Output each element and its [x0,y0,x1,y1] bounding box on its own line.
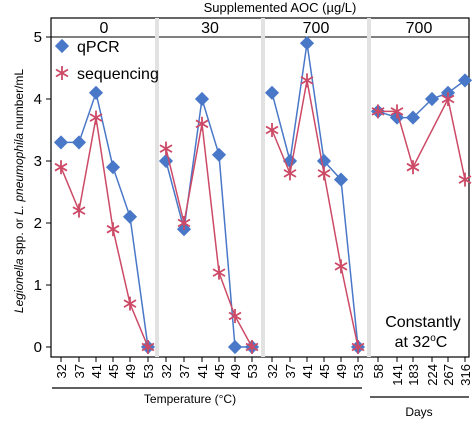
x-tick-label: 141 [390,364,405,386]
sequencing-point [334,259,348,274]
x-axis-label-days: Days [405,405,432,419]
sequencing-point [283,166,297,181]
sequencing-point [406,160,420,175]
series-line-qPCR-panel-3 [271,43,359,348]
y-axis-label-part1: Legionella [12,258,26,313]
chart-title: Supplemented AOC (µg/L) [204,0,357,15]
panel-label-2: 30 [201,20,219,37]
qpcr-point [211,147,227,162]
x-tick-label: 58 [371,364,386,378]
y-tick-label: 5 [34,29,42,46]
series-line-sequencing-panel-2 [165,123,253,348]
legend: qPCR sequencing [54,38,159,83]
qpcr-point [333,172,349,187]
y-axis-label: Legionella spp. or L. pneumophila number… [12,69,26,313]
x-tick-label: 53 [351,364,366,378]
sequencing-point [123,296,137,311]
sequencing-point [351,340,365,354]
sequencing-point [72,203,86,218]
panel-dividers [155,18,371,357]
sequencing-point [441,92,455,106]
panel-label-3: 700 [303,20,330,37]
x-tick-label: 53 [141,364,156,378]
x-tick-label: 224 [425,364,440,386]
annotation-line1: Constantly [385,314,461,331]
sequencing-point [89,110,103,125]
x-tick-label: 41 [89,364,104,378]
qpcr-point [299,36,315,51]
sequencing-point [371,104,385,119]
legend-label-qpcr: qPCR [77,39,120,56]
annotation-line2: at 32oC [395,333,448,351]
x-axis-label-temperature: Temperature (°C) [144,392,236,406]
sequencing-point [195,116,209,131]
qpcr-point [227,339,243,355]
x-tick-label: 45 [317,364,332,378]
y-tick-label: 4 [34,91,42,108]
y-axis-label-part4: number/mL [12,69,26,133]
qpcr-point [424,91,440,107]
sequencing-point [177,216,191,230]
x-tick-label: 41 [195,364,210,378]
y-axis-label-part3: L. pneumophila [12,133,26,215]
series-line-sequencing-panel-3 [271,80,359,348]
series-line-sequencing-panel-1 [60,117,149,348]
x-tick-label: 53 [245,364,260,378]
y-tick-label: 0 [34,339,42,356]
sequencing-point [54,160,68,175]
sequencing-point [159,141,173,156]
sequencing-point [317,166,331,181]
qpcr-point [405,110,421,125]
x-tick-label: 49 [123,364,138,378]
sequencing-point [245,340,259,354]
x-tick-label: 45 [212,364,227,378]
x-tick-label: 41 [300,364,315,378]
y-tick-label: 1 [34,277,42,294]
qpcr-point [457,73,473,88]
sequencing-point [300,73,314,88]
x-tick-label: 32 [54,364,69,378]
x-tick-label: 37 [177,364,192,378]
x-tick-label: 316 [458,364,473,386]
sequencing-point [265,123,279,137]
x-tick-label: 37 [72,364,87,378]
series [53,36,473,355]
panel-divider-2 [261,18,265,357]
sequencing-point [390,104,404,119]
sequencing-point [458,172,472,187]
panel-label-4: 700 [406,20,433,37]
labels: Supplemented AOC (µg/L) Temperature (°C)… [12,0,461,419]
sequencing-point [141,340,155,354]
sequencing-point [106,222,120,237]
panel-divider-1 [155,18,159,357]
x-tick-label: 183 [406,364,421,386]
panel-divider-3 [367,18,371,357]
x-tick-label: 49 [228,364,243,378]
legend-marker-sequencing [55,66,69,80]
y-tick-label: 3 [34,153,42,170]
x-tick-label: 32 [265,364,280,378]
x-tick-label: 45 [106,364,121,378]
qpcr-point [264,85,280,100]
y-axis-label-part2: spp. or [12,215,26,258]
panel-label-1: 0 [100,20,109,37]
sequencing-point [212,265,226,280]
x-tick-label: 49 [334,364,349,378]
sequencing-point [228,309,242,323]
x-tick-label: 267 [441,364,456,386]
x-tick-label: 32 [159,364,174,378]
x-tick-label: 37 [283,364,298,378]
legend-label-sequencing: sequencing [77,66,159,83]
y-tick-label: 2 [34,215,42,232]
